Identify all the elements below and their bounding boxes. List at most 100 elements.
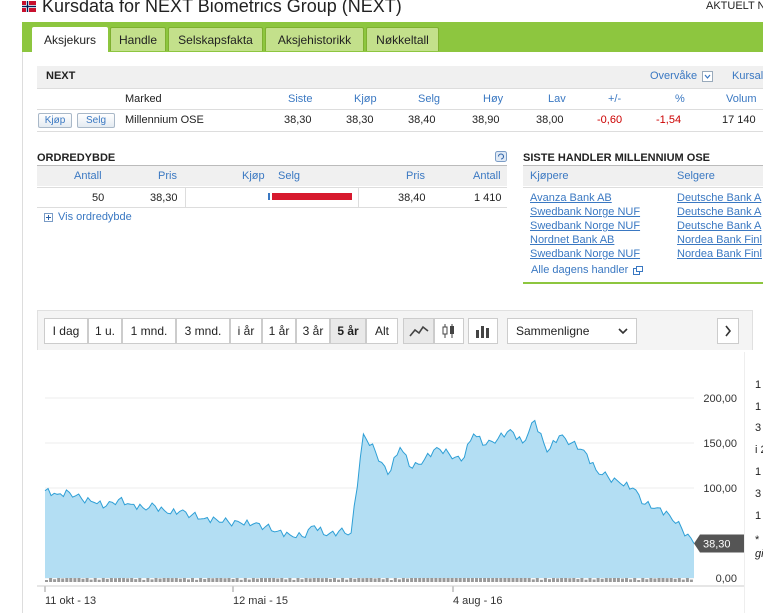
last-value-badge — [694, 534, 744, 553]
norway-flag-icon — [22, 1, 36, 12]
volume-bar — [442, 576, 446, 582]
buyer-link[interactable]: Nordnet Bank AB — [530, 234, 615, 246]
col-selg[interactable]: Selg — [418, 93, 441, 105]
volume-bar — [446, 574, 450, 582]
volume-bar — [466, 574, 470, 582]
volume-bar — [195, 579, 199, 582]
period-1-ar[interactable]: 1 år — [262, 318, 296, 344]
volume-bar — [105, 578, 109, 582]
volume-bar — [211, 578, 215, 582]
tab-selskapsfakta[interactable]: Selskapsfakta — [168, 27, 263, 51]
x-tick-label: 12 mai - 15 — [233, 595, 288, 607]
volume-bar — [576, 579, 580, 582]
col-pct[interactable]: % — [675, 93, 685, 105]
volume-bar — [580, 577, 584, 582]
volume-bar — [401, 577, 405, 582]
col-lav[interactable]: Lav — [548, 93, 566, 105]
volume-bar — [61, 578, 65, 582]
volume-bar — [588, 577, 592, 582]
price-chart[interactable]: 200,00 150,00 100,00 0,00 11 okt - 13 12 mai… — [37, 350, 753, 613]
buyer-link[interactable]: Swedbank Norge NUF — [530, 206, 641, 218]
tab-aksjekurs[interactable]: Aksjekurs — [32, 27, 108, 53]
period-3-mnd[interactable]: 3 mnd. — [176, 318, 230, 344]
compare-dropdown[interactable]: Sammenligne — [507, 318, 637, 344]
volume-bar — [645, 579, 649, 582]
volume-bar — [260, 577, 263, 582]
volume-bar — [377, 577, 381, 582]
orderbook-title: ORDREDYBDE — [37, 152, 116, 164]
volume-bar — [543, 577, 547, 582]
period-1-uke[interactable]: 1 u. — [88, 318, 122, 344]
col-hoy[interactable]: Høy — [483, 93, 504, 105]
seller-link[interactable]: Deutsche Bank A — [677, 220, 762, 232]
buyer-link[interactable]: Avanza Bank AB — [530, 192, 612, 204]
seller-link[interactable]: Nordea Bank Finl — [677, 248, 762, 260]
aktuelt-link[interactable]: AKTUELT N — [706, 0, 763, 12]
tab-nokkeltall[interactable]: Nøkkeltall — [366, 27, 439, 51]
chevron-down-icon[interactable] — [702, 71, 713, 82]
volume-bar — [600, 578, 604, 582]
right-edge-text: gi — [755, 548, 763, 560]
candlestick-icon[interactable] — [434, 318, 464, 344]
seller-link[interactable]: Deutsche Bank A — [677, 206, 762, 218]
tab-handle[interactable]: Handle — [110, 27, 166, 51]
volume-bar — [304, 577, 308, 582]
volume-bar — [612, 577, 616, 582]
popup-window-icon[interactable] — [633, 266, 643, 275]
price-area — [45, 420, 694, 578]
volume-bar — [483, 574, 487, 582]
volume-bar — [604, 577, 608, 582]
volume-bar — [373, 578, 377, 582]
refresh-icon[interactable] — [495, 151, 507, 162]
volume-bar — [97, 579, 101, 582]
volume-bar — [316, 577, 320, 582]
bar-volume-icon[interactable] — [468, 318, 498, 344]
volume-bar — [243, 577, 247, 582]
tab-aksjehistorikk[interactable]: Aksjehistorikk — [265, 27, 364, 51]
volume-bar — [665, 578, 669, 582]
period-5-ar[interactable]: 5 år — [330, 318, 366, 344]
volume-bar — [584, 579, 588, 582]
ob-bid-price: 38,30 — [150, 192, 178, 204]
volume-bar — [389, 580, 393, 582]
trades-col-sellers: Selgere — [677, 170, 715, 182]
buy-button[interactable]: Kjøp — [38, 113, 72, 128]
ticker-label: NEXT — [46, 70, 76, 82]
volume-bar — [178, 578, 182, 582]
volume-bar — [146, 577, 150, 582]
expand-plus-icon[interactable] — [44, 213, 53, 222]
volume-bar — [369, 577, 373, 582]
col-volum[interactable]: Volum — [726, 93, 757, 105]
period-alt[interactable]: Alt — [366, 318, 398, 344]
sell-button[interactable]: Selg — [77, 113, 115, 128]
period-3-ar[interactable]: 3 år — [296, 318, 330, 344]
bid-price: 38,30 — [346, 114, 374, 126]
col-change[interactable]: +/- — [608, 93, 622, 105]
col-kjop[interactable]: Kjøp — [354, 93, 377, 105]
volume-bar — [649, 577, 653, 582]
last-value-label: 38,30 — [703, 539, 731, 551]
line-chart-icon[interactable] — [403, 318, 434, 344]
period-i-ar[interactable]: i år — [230, 318, 262, 344]
volume-bar — [357, 577, 361, 582]
seller-link[interactable]: Deutsche Bank A — [677, 192, 762, 204]
all-trades-link[interactable]: Alle dagens handler — [531, 264, 629, 276]
volume-bar — [397, 579, 401, 582]
volume-bar — [495, 576, 499, 582]
volume-bar — [527, 574, 531, 582]
volume-bar — [73, 578, 77, 582]
volume-bar — [365, 577, 369, 582]
seller-link[interactable]: Nordea Bank Finl — [677, 234, 762, 246]
period-i-dag[interactable]: I dag — [44, 318, 88, 344]
show-orderbook-link[interactable]: Vis ordredybde — [58, 211, 132, 223]
buyer-link[interactable]: Swedbank Norge NUF — [530, 220, 641, 232]
overvake-link[interactable]: Overvåke — [650, 70, 698, 82]
period-1-mnd[interactable]: 1 mnd. — [122, 318, 176, 344]
col-siste[interactable]: Siste — [288, 93, 313, 105]
chevron-right-icon[interactable] — [717, 318, 739, 344]
volume-bar — [134, 579, 138, 582]
volume-bar — [608, 578, 612, 582]
buyer-link[interactable]: Swedbank Norge NUF — [530, 248, 641, 260]
volume-bar — [223, 578, 227, 582]
kursalarm-link[interactable]: Kursal — [732, 70, 763, 82]
